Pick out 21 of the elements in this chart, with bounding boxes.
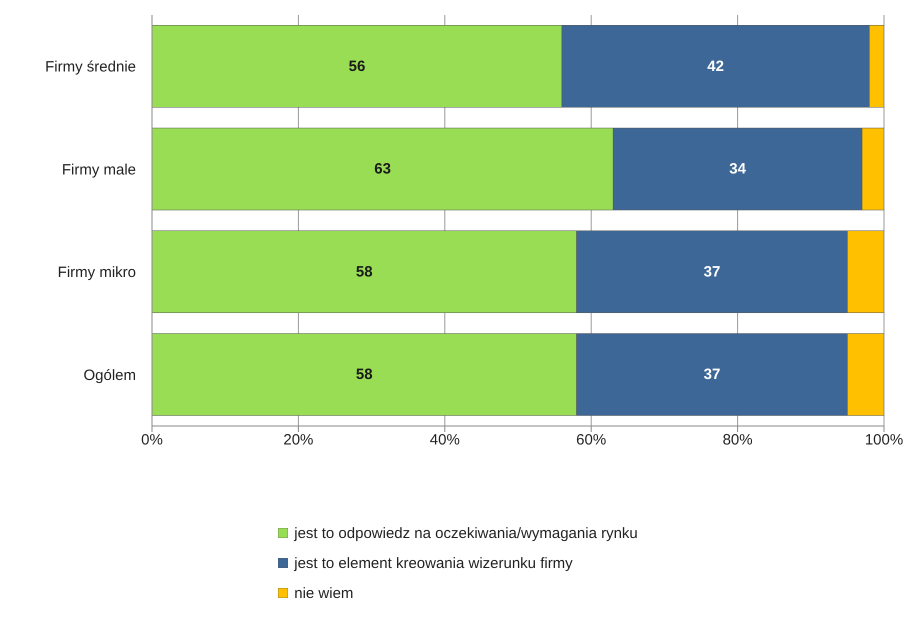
x-tick-label: 20% — [283, 432, 314, 449]
data-label: 34 — [729, 160, 747, 178]
data-label: 37 — [704, 366, 720, 384]
data-label: 42 — [707, 58, 724, 75]
legend-label: jest to odpowiedz na oczekiwania/wymagania rynku — [294, 524, 638, 542]
x-tick-label: 80% — [722, 432, 753, 449]
legend-label: nie wiem — [294, 584, 354, 602]
y-tick-label: Ogólem — [83, 366, 136, 384]
y-tick-label: Firmy mikro — [58, 264, 136, 282]
data-label: 37 — [704, 263, 720, 280]
x-tick-label: 0% — [141, 432, 163, 449]
y-tick-label: Firmy male — [62, 161, 136, 178]
data-label: 58 — [356, 263, 373, 280]
x-tick-label: 40% — [430, 432, 460, 449]
x-tick-label: 100% — [864, 432, 904, 449]
legend-label: jest to element kreowania wizerunku firmy — [294, 554, 573, 572]
data-label: 58 — [356, 366, 373, 384]
data-label: 56 — [348, 58, 366, 75]
y-tick-label: Firmy średnie — [45, 58, 136, 76]
x-tick-label: 60% — [576, 432, 606, 449]
data-label: 63 — [374, 160, 391, 178]
